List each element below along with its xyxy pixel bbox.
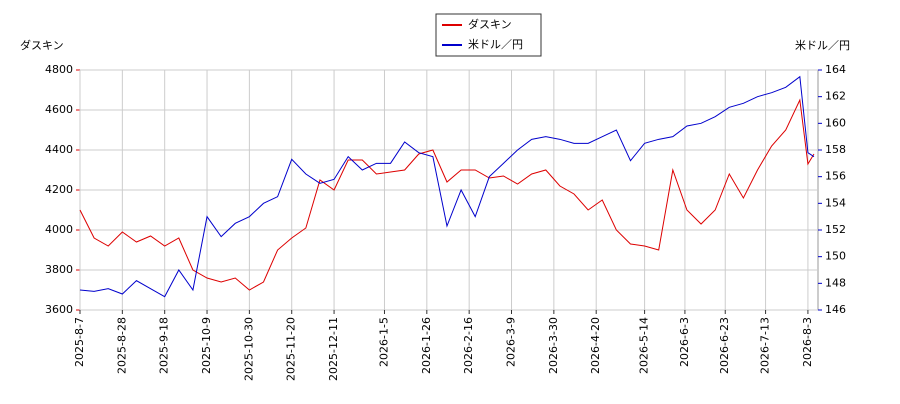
x-tick-label: 2026-3-9: [505, 317, 518, 367]
x-tick-label: 2026-4-20: [589, 317, 602, 374]
x-tick-label: 2026-2-16: [462, 317, 475, 374]
y-tick-label: 4800: [45, 63, 73, 76]
y-tick-label: 4600: [45, 103, 73, 116]
x-tick-label: 2026-1-5: [377, 317, 390, 367]
y2-tick-label: 164: [825, 63, 846, 76]
y-tick-label: 3800: [45, 263, 73, 276]
y2-tick-label: 162: [825, 90, 846, 103]
x-tick-label: 2025-11-20: [285, 317, 298, 381]
y2-tick-label: 160: [825, 116, 846, 129]
y2-tick-label: 156: [825, 170, 846, 183]
y-axis-title: ダスキン: [20, 38, 64, 52]
x-tick-label: 2026-5-14: [638, 317, 651, 374]
x-tick-label: 2026-7-13: [759, 317, 772, 374]
y2-tick-label: 152: [825, 223, 846, 236]
y-tick-label: 3600: [45, 303, 73, 316]
x-tick-label: 2026-6-3: [678, 317, 691, 367]
legend-label: 米ドル／円: [468, 38, 523, 51]
x-tick-label: 2025-10-9: [200, 317, 213, 374]
y2-axis-title: 米ドル／円: [795, 39, 850, 52]
series-line: [79, 98, 815, 291]
x-tick-label: 2025-12-11: [327, 317, 340, 381]
y2-tick-label: 146: [825, 303, 846, 316]
x-tick-label: 2026-1-26: [420, 317, 433, 374]
series-line: [79, 75, 815, 298]
x-tick-label: 2026-6-23: [718, 317, 731, 374]
y2-tick-label: 150: [825, 250, 846, 263]
x-tick-label: 2026-3-30: [547, 317, 560, 374]
y2-tick-label: 148: [825, 276, 846, 289]
y-tick-label: 4000: [45, 223, 73, 236]
y2-tick-label: 158: [825, 143, 846, 156]
y-tick-label: 4400: [45, 143, 73, 156]
x-tick-label: 2025-10-30: [242, 317, 255, 381]
y2-tick-label: 154: [825, 196, 846, 209]
x-tick-label: 2025-8-7: [73, 317, 86, 367]
y-tick-label: 4200: [45, 183, 73, 196]
legend-box: [435, 13, 542, 57]
x-tick-label: 2025-9-18: [158, 317, 171, 374]
x-tick-label: 2025-8-28: [115, 317, 128, 374]
legend-label: ダスキン: [468, 17, 512, 31]
x-tick-label: 2026-8-3: [801, 317, 814, 367]
